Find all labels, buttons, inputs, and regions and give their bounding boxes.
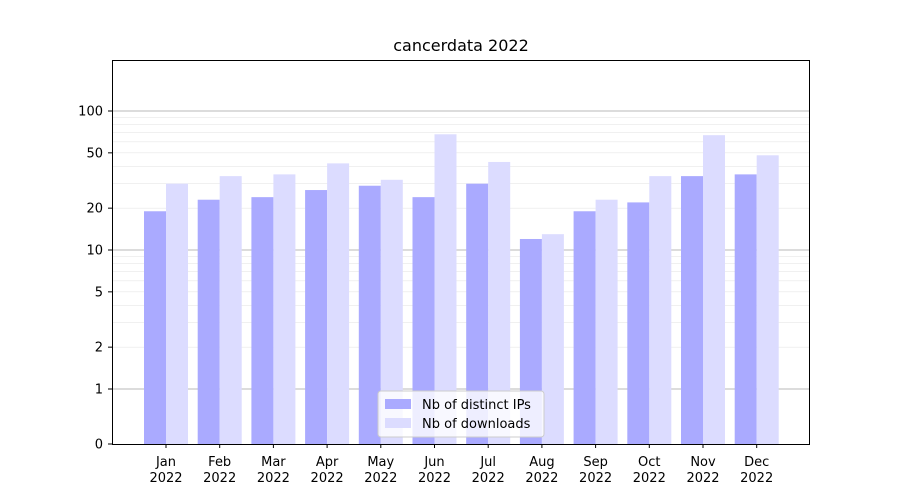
bar-downloads	[541, 234, 564, 444]
x-tick-label-year: 2022	[311, 471, 344, 486]
bar-distinct-ips	[197, 199, 220, 444]
bar-distinct-ips	[573, 211, 596, 444]
x-tick-label-month: Aug	[529, 455, 554, 470]
bar-distinct-ips	[681, 176, 703, 444]
x-tick-label-month: Apr	[316, 455, 339, 470]
x-tick-label-month: Jun	[423, 455, 444, 470]
x-tick-label-month: Sep	[583, 455, 608, 470]
legend-swatch	[385, 418, 411, 428]
x-tick-label-month: Nov	[690, 455, 716, 470]
y-tick-label: 5	[95, 285, 103, 300]
y-tick-label: 2	[95, 341, 103, 356]
y-tick-label: 10	[86, 244, 103, 259]
y-tick-label: 0	[95, 438, 103, 453]
y-tick-label: 20	[86, 202, 103, 217]
y-tick-label: 100	[78, 105, 103, 120]
bar-distinct-ips	[466, 183, 489, 444]
x-tick-label-year: 2022	[525, 471, 558, 486]
x-tick-label-year: 2022	[633, 471, 666, 486]
x-tick-label-month: Mar	[261, 455, 286, 470]
y-tick-label: 50	[86, 146, 103, 161]
chart-title: cancerdata 2022	[393, 36, 529, 55]
y-axis: 0 1 2 5 10 20 50 100	[78, 105, 112, 453]
bar-downloads	[488, 161, 511, 445]
x-tick-label-year: 2022	[364, 471, 397, 486]
bar-downloads	[434, 134, 457, 445]
bar-downloads	[219, 176, 242, 444]
x-tick-label-year: 2022	[418, 471, 451, 486]
bar-downloads	[327, 163, 350, 444]
legend: Nb of distinct IPs Nb of downloads	[377, 390, 545, 438]
x-tick-label-month: May	[367, 455, 394, 470]
x-tick-label-year: 2022	[257, 471, 290, 486]
x-tick-label-month: Jan	[155, 455, 176, 470]
bar-downloads	[703, 135, 725, 444]
bar-downloads	[649, 176, 672, 444]
bar-downloads	[273, 174, 296, 444]
x-axis: Jan2022Feb2022Mar2022Apr2022May2022Jun20…	[149, 444, 773, 486]
legend-label: Nb of downloads	[422, 417, 531, 432]
bar-downloads	[380, 179, 403, 444]
y-tick-label: 1	[95, 383, 103, 398]
x-tick-label-year: 2022	[149, 471, 182, 486]
legend-box	[377, 390, 545, 438]
bar-distinct-ips	[305, 190, 328, 444]
bar-distinct-ips	[251, 197, 274, 444]
legend-label: Nb of distinct IPs	[422, 398, 531, 413]
bar-distinct-ips	[627, 202, 650, 444]
bar-distinct-ips	[412, 197, 435, 444]
x-tick-label-month: Feb	[208, 455, 231, 470]
legend-swatch	[385, 399, 411, 409]
x-tick-label-year: 2022	[579, 471, 612, 486]
bar-distinct-ips	[144, 211, 166, 444]
bar-downloads	[166, 183, 188, 444]
x-tick-label-month: Jul	[479, 455, 496, 470]
bar-downloads	[756, 155, 779, 444]
bar-distinct-ips	[734, 174, 757, 444]
x-tick-label-month: Oct	[638, 455, 660, 470]
plot-frame	[112, 60, 810, 445]
x-tick-label-year: 2022	[203, 471, 236, 486]
x-tick-label-year: 2022	[740, 471, 773, 486]
x-tick-label-year: 2022	[686, 471, 719, 486]
x-tick-label-year: 2022	[472, 471, 505, 486]
bars	[144, 134, 779, 445]
x-tick-label-month: Dec	[744, 455, 769, 470]
bar-downloads	[595, 199, 618, 444]
bar-distinct-ips	[358, 185, 381, 444]
